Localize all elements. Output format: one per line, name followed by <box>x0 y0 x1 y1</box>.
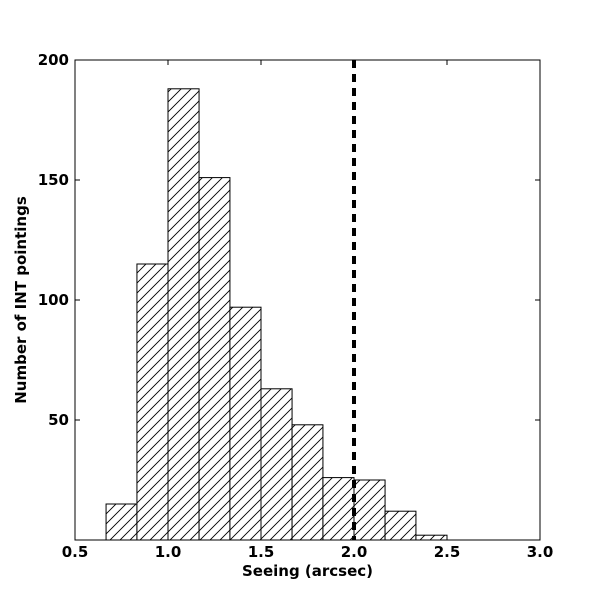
histogram-bar <box>322 477 355 541</box>
x-tick-label: 3.0 <box>527 543 554 561</box>
y-axis-title: Number of INT pointings <box>12 196 30 404</box>
bars-layer <box>105 88 448 541</box>
histogram-bar <box>105 503 138 541</box>
histogram-bar <box>136 263 169 541</box>
histogram-bar <box>353 479 386 541</box>
y-tick-label: 200 <box>38 51 69 69</box>
x-tick-label: 1.5 <box>248 543 275 561</box>
histogram-bar <box>384 510 417 541</box>
y-tick-label: 50 <box>48 411 69 429</box>
histogram-bar <box>260 388 293 541</box>
histogram-bar <box>229 306 262 541</box>
y-tick-label: 100 <box>38 291 69 309</box>
tick-labels-layer: 0.5 1.0 1.5 2.0 2.5 3.0 50 100 150 200 <box>38 51 554 561</box>
x-tick-label: 1.0 <box>155 543 182 561</box>
histogram-bar <box>291 424 324 541</box>
histogram-bar <box>415 534 448 541</box>
histogram-bar <box>167 88 200 541</box>
x-axis-title: Seeing (arcsec) <box>242 562 373 580</box>
y-tick-label: 150 <box>38 171 69 189</box>
x-tick-label: 2.0 <box>341 543 368 561</box>
histogram-bar <box>198 177 231 541</box>
x-tick-label: 2.5 <box>434 543 461 561</box>
plot-frame <box>74 59 541 541</box>
x-tick-label: 0.5 <box>62 543 89 561</box>
